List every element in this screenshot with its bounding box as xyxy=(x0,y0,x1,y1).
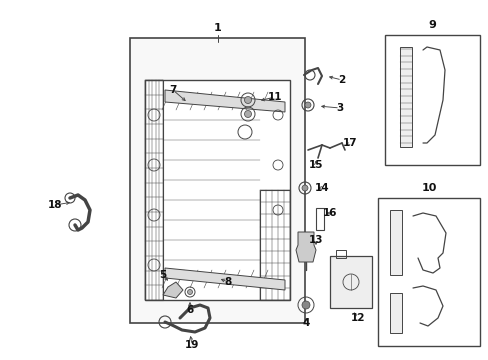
Text: 9: 9 xyxy=(427,20,435,30)
Polygon shape xyxy=(163,282,183,298)
Polygon shape xyxy=(164,90,285,112)
Text: 10: 10 xyxy=(421,183,436,193)
Bar xyxy=(130,38,305,323)
Text: 19: 19 xyxy=(184,340,199,350)
Circle shape xyxy=(305,102,310,108)
Text: 2: 2 xyxy=(338,75,345,85)
Bar xyxy=(335,250,346,258)
Text: 16: 16 xyxy=(322,208,337,218)
Bar xyxy=(260,190,289,300)
Text: 7: 7 xyxy=(169,85,176,95)
Circle shape xyxy=(302,185,307,191)
Bar xyxy=(389,210,401,275)
Text: 14: 14 xyxy=(314,183,328,193)
Text: 3: 3 xyxy=(336,103,343,113)
Text: 8: 8 xyxy=(224,277,231,287)
Circle shape xyxy=(187,289,192,294)
Text: 15: 15 xyxy=(308,160,323,170)
Bar xyxy=(399,47,411,147)
Circle shape xyxy=(244,111,251,117)
Polygon shape xyxy=(295,232,315,262)
Circle shape xyxy=(244,96,251,104)
Text: 6: 6 xyxy=(186,305,193,315)
Polygon shape xyxy=(164,268,285,290)
Bar xyxy=(384,35,479,165)
Text: 18: 18 xyxy=(48,200,62,210)
Bar xyxy=(389,293,401,333)
Text: 12: 12 xyxy=(350,313,365,323)
Text: 11: 11 xyxy=(267,92,282,102)
Circle shape xyxy=(302,301,309,309)
Bar xyxy=(145,80,163,300)
Bar xyxy=(145,80,289,300)
Text: 5: 5 xyxy=(159,270,166,280)
Text: 13: 13 xyxy=(308,235,323,245)
Text: 1: 1 xyxy=(214,23,222,33)
Text: 17: 17 xyxy=(342,138,357,148)
Bar xyxy=(329,256,371,308)
Bar xyxy=(315,208,324,230)
Text: 4: 4 xyxy=(302,318,309,328)
Bar xyxy=(377,198,479,346)
